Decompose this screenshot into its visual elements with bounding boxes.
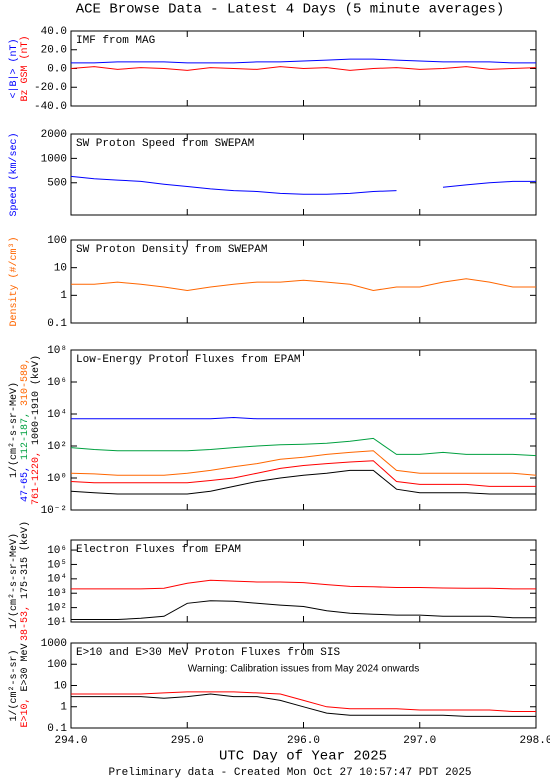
panel-title: Electron Fluxes from EPAM <box>76 544 241 556</box>
y-axis-label-part: 1/(cm²-s-sr-MeV) <box>8 533 20 629</box>
y-tick-label: 10⁰ <box>47 473 67 485</box>
y-tick-label: 1 <box>60 702 67 714</box>
y-axis-label: 38-53, 175-315 (keV) <box>19 521 31 641</box>
y-axis-label-part: E>10, <box>20 692 31 728</box>
y-tick-label: 10 <box>54 263 67 275</box>
y-tick-label: 10⁵ <box>47 559 67 571</box>
data-line <box>70 437 537 457</box>
y-tick-label: 0.1 <box>47 318 67 330</box>
y-axis-label-part: Speed (km/sec) <box>8 132 20 216</box>
panel-title: SW Proton Density from SWEPAM <box>76 244 267 256</box>
data-line <box>70 469 536 495</box>
y-axis-label-part: Bz GSM (nT) <box>19 35 31 101</box>
y-axis-label: Bz GSM (nT) <box>19 35 31 101</box>
y-axis-label-part: 1060-1910 (keV) <box>30 355 42 445</box>
y-tick-label: 10² <box>47 603 67 615</box>
y-axis-label: 1/(cm²-s-sr-MeV) <box>8 382 20 478</box>
y-axis-label-part: Density (#/cm³) <box>8 236 20 326</box>
page-title: ACE Browse Data - Latest 4 Days (5 minut… <box>76 2 504 18</box>
y-tick-label: 40.0 <box>41 26 67 38</box>
y-axis-label: E>10, E>30 MeV <box>20 643 31 727</box>
y-tick-label: 10⁴ <box>47 409 67 421</box>
x-tick-label: 298.0 <box>519 735 550 747</box>
y-tick-label: 100 <box>47 235 67 247</box>
y-axis-label: 47-65, 112-187, 310-580, <box>20 358 31 502</box>
footer: Preliminary data - Created Mon Oct 27 10… <box>108 767 471 779</box>
x-tick-label: 296.0 <box>287 735 320 747</box>
data-line <box>70 450 537 476</box>
data-line <box>70 66 537 71</box>
panel-title: Low-Energy Proton Fluxes from EPAM <box>76 354 300 366</box>
panel-title: SW Proton Speed from SWEPAM <box>76 138 254 150</box>
x-tick-label: 297.0 <box>403 735 436 747</box>
y-axis-label: <|B|> (nT) <box>8 38 20 98</box>
y-axis-label-part: 175-315 (keV) <box>19 521 31 599</box>
y-tick-label: 20.0 <box>41 45 67 57</box>
y-tick-label: 10 <box>54 680 67 692</box>
data-line <box>71 693 536 717</box>
y-tick-label: -40.0 <box>34 101 67 113</box>
data-line <box>71 58 536 64</box>
data-line <box>70 460 536 487</box>
x-axis-label: UTC Day of Year 2025 <box>219 749 387 765</box>
y-tick-label: 10¹ <box>47 617 67 629</box>
y-tick-label: 10⁶ <box>47 545 67 557</box>
y-tick-label: 10³ <box>47 588 67 600</box>
y-tick-label: 2000 <box>41 129 67 141</box>
y-tick-label: 0.0 <box>47 63 67 75</box>
y-axis-label: Density (#/cm³) <box>8 236 20 326</box>
y-axis-label: 1/(cm²-s-sr-MeV) <box>8 533 20 629</box>
y-tick-label: 10⁸ <box>47 345 67 357</box>
y-axis-label: Speed (km/sec) <box>8 132 20 216</box>
y-axis-label-part: 38-53, <box>20 599 31 641</box>
y-tick-label: 500 <box>47 178 67 190</box>
data-line <box>71 579 536 590</box>
y-axis-label-part: 310-580, <box>20 358 31 406</box>
x-tick-label: 295.0 <box>171 735 204 747</box>
y-tick-label: 10⁴ <box>47 574 67 586</box>
data-line <box>71 416 536 420</box>
y-tick-label: 1 <box>60 290 67 302</box>
x-tick-label: 294.0 <box>54 735 87 747</box>
data-line <box>71 691 536 712</box>
annotation: Warning: Calibration issues from May 202… <box>188 664 419 675</box>
y-tick-label: 0.1 <box>47 723 67 735</box>
y-axis-label-part: 112-187, <box>20 406 31 460</box>
panel-title: IMF from MAG <box>76 35 155 47</box>
y-tick-label: 10² <box>47 441 67 453</box>
y-axis-label-part: E>30 MeV <box>20 643 31 691</box>
y-axis-label: 761-1220, 1060-1910 (keV) <box>30 355 42 505</box>
y-axis-label-part: 761-1220, <box>31 445 42 505</box>
data-line <box>71 278 536 292</box>
y-tick-label: 10⁻² <box>41 505 67 517</box>
y-axis-label-part: <|B|> (nT) <box>8 38 20 98</box>
y-axis-label-part: 1/(cm²-s-sr-MeV) <box>8 382 20 478</box>
y-tick-label: 1000 <box>41 638 67 650</box>
y-axis-label: 1/(cm²-s-sr) <box>8 649 20 721</box>
y-tick-label: 100 <box>47 659 67 671</box>
y-tick-label: -20.0 <box>34 82 67 94</box>
y-axis-label-part: 47-65, <box>20 460 31 502</box>
panel-title: E>10 and E>30 MeV Proton Fluxes from SIS <box>76 647 340 659</box>
y-tick-label: 10⁶ <box>47 377 67 389</box>
y-tick-label: 1000 <box>41 153 67 165</box>
data-line <box>71 600 536 620</box>
y-axis-label-part: 1/(cm²-s-sr) <box>8 649 20 721</box>
data-line <box>70 175 536 195</box>
